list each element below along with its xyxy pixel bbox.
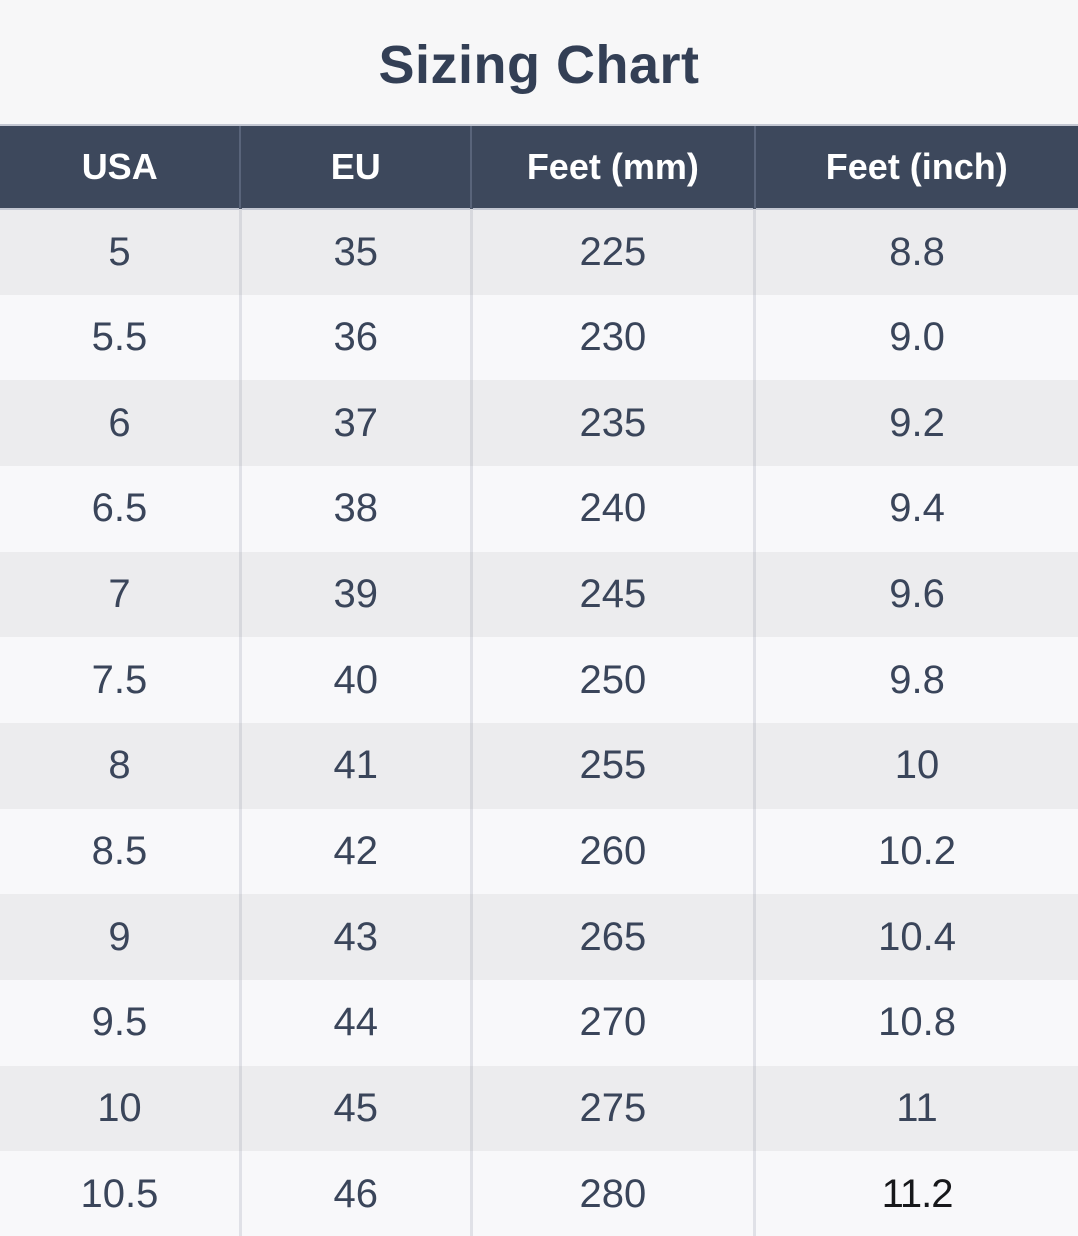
table-row: 10.5 46 280 11.2 (0, 1151, 1078, 1236)
cell-usa: 10 (0, 1065, 241, 1152)
cell-usa: 7 (0, 551, 241, 638)
cell-eu: 42 (238, 808, 472, 895)
cell-usa: 8 (0, 722, 241, 809)
cell-feet-mm: 250 (469, 637, 755, 723)
cell-usa: 8.5 (0, 808, 241, 895)
column-header-feet-inch: Feet (inch) (753, 124, 1078, 210)
cell-feet-inch: 10.2 (753, 808, 1078, 895)
cell-feet-inch: 8.8 (753, 209, 1078, 295)
table-row: 5.5 36 230 9.0 (0, 294, 1078, 381)
column-header-feet-mm: Feet (mm) (470, 124, 755, 210)
cell-feet-inch: 9.0 (753, 294, 1078, 381)
cell-feet-inch: 10.8 (753, 979, 1078, 1066)
column-header-eu: EU (239, 124, 472, 210)
cell-usa: 10.5 (0, 1151, 241, 1236)
cell-eu: 37 (238, 380, 472, 466)
cell-feet-mm: 280 (469, 1151, 755, 1236)
cell-feet-inch: 11 (753, 1065, 1078, 1152)
sizing-table: USA EU Feet (mm) Feet (inch) 5 35 225 8.8 5.5 36… (0, 124, 1078, 1236)
cell-usa: 6.5 (0, 465, 241, 552)
table-row: 8 41 255 10 (0, 722, 1078, 809)
cell-feet-inch: 9.2 (753, 380, 1078, 466)
cell-eu: 43 (238, 894, 472, 980)
table-row: 7 39 245 9.6 (0, 551, 1078, 638)
cell-eu: 41 (238, 722, 472, 809)
cell-feet-mm: 275 (469, 1065, 755, 1152)
cell-feet-mm: 235 (469, 380, 755, 466)
cell-feet-mm: 245 (469, 551, 755, 638)
header-row: USA EU Feet (mm) Feet (inch) (0, 124, 1078, 210)
cell-feet-inch: 10.4 (753, 894, 1078, 980)
table-row: 9 43 265 10.4 (0, 894, 1078, 980)
table-row: 8.5 42 260 10.2 (0, 808, 1078, 895)
cell-usa: 5 (0, 209, 241, 295)
cell-feet-inch: 9.6 (753, 551, 1078, 638)
table-row: 7.5 40 250 9.8 (0, 637, 1078, 723)
cell-eu: 35 (238, 209, 472, 295)
cell-feet-inch: 9.8 (753, 637, 1078, 723)
cell-feet-mm: 265 (469, 894, 755, 980)
cell-eu: 45 (238, 1065, 472, 1152)
table-row: 9.5 44 270 10.8 (0, 979, 1078, 1066)
cell-eu: 44 (238, 979, 472, 1066)
cell-feet-mm: 255 (469, 722, 755, 809)
cell-usa: 6 (0, 380, 241, 466)
cell-eu: 38 (238, 465, 472, 552)
cell-usa: 7.5 (0, 637, 241, 723)
cell-usa: 9 (0, 894, 241, 980)
cell-eu: 39 (238, 551, 472, 638)
cell-usa: 5.5 (0, 294, 241, 381)
cell-feet-inch: 9.4 (753, 465, 1078, 552)
cell-feet-mm: 270 (469, 979, 755, 1066)
cell-eu: 46 (238, 1151, 472, 1236)
cell-feet-mm: 225 (469, 209, 755, 295)
table-body: 5 35 225 8.8 5.5 36 230 9.0 6 37 235 9.2 6.5 38 240 9.4… (0, 209, 1078, 1236)
column-header-usa: USA (0, 124, 241, 210)
cell-feet-inch: 10 (753, 722, 1078, 809)
table-header: USA EU Feet (mm) Feet (inch) (0, 124, 1078, 210)
table-row: 10 45 275 11 (0, 1065, 1078, 1152)
table-row: 6.5 38 240 9.4 (0, 465, 1078, 552)
cell-feet-inch: 11.2 (753, 1151, 1078, 1236)
cell-feet-mm: 240 (469, 465, 755, 552)
cell-feet-mm: 260 (469, 808, 755, 895)
cell-usa: 9.5 (0, 979, 241, 1066)
table-row: 5 35 225 8.8 (0, 209, 1078, 295)
cell-eu: 36 (238, 294, 472, 381)
page-title: Sizing Chart (378, 35, 700, 95)
table-row: 6 37 235 9.2 (0, 380, 1078, 466)
cell-eu: 40 (238, 637, 472, 723)
cell-feet-mm: 230 (469, 294, 755, 381)
